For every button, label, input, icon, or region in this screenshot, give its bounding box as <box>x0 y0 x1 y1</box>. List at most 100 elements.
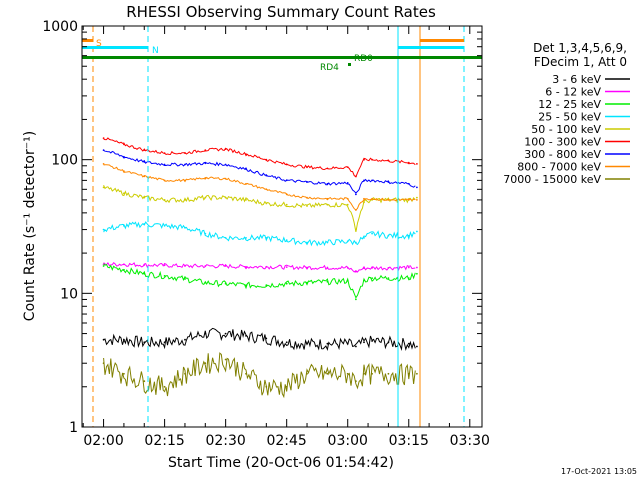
data-point <box>387 372 390 375</box>
data-point <box>355 241 357 244</box>
data-point <box>163 152 166 155</box>
data-point <box>102 265 105 267</box>
data-point <box>123 372 125 375</box>
series-7000-15000-keV <box>102 352 418 399</box>
data-point <box>346 197 349 200</box>
data-point <box>265 385 268 388</box>
data-point <box>102 228 105 231</box>
data-point <box>407 277 410 279</box>
data-point <box>265 202 268 205</box>
legend-label: 12 - 25 keV <box>538 98 601 111</box>
data-point <box>371 277 373 279</box>
data-point <box>184 372 186 375</box>
data-point <box>123 155 125 158</box>
data-point <box>102 186 105 189</box>
data-point <box>265 237 268 239</box>
data-point <box>416 266 418 269</box>
series-100-300-keV <box>102 137 418 178</box>
legend-label: 6 - 12 keV <box>545 86 601 99</box>
data-point <box>285 239 288 242</box>
data-point <box>346 267 349 269</box>
data-point <box>363 237 365 239</box>
data-point <box>163 385 166 388</box>
series-trace <box>103 149 416 194</box>
data-point <box>407 234 410 237</box>
flag-label: S <box>96 39 102 49</box>
data-point <box>306 181 308 184</box>
data-point <box>123 268 125 271</box>
data-point <box>416 196 418 199</box>
data-point <box>143 264 146 266</box>
data-point <box>143 175 146 178</box>
series-trace <box>103 137 416 178</box>
x-tick-label: 03:00 <box>328 433 368 449</box>
data-point <box>371 340 373 342</box>
data-point <box>285 385 288 388</box>
data-point <box>204 196 207 199</box>
data-point <box>265 337 268 340</box>
legend-header-line-1: Det 1,3,4,5,6,9, <box>533 41 627 55</box>
series-layer <box>102 137 418 399</box>
data-point <box>265 284 268 287</box>
data-point <box>306 196 308 199</box>
data-point <box>285 282 288 285</box>
data-point <box>123 224 125 227</box>
data-point <box>184 163 186 166</box>
data-point <box>306 205 308 207</box>
data-point <box>346 182 349 184</box>
data-point <box>407 182 410 185</box>
data-point <box>306 281 308 284</box>
data-point <box>123 338 125 341</box>
legend-item: 800 - 7000 keV <box>517 161 630 174</box>
series-trace <box>103 263 416 299</box>
data-point <box>355 380 357 383</box>
legend-item: 12 - 25 keV <box>538 98 630 111</box>
data-point <box>163 275 166 277</box>
data-point <box>204 265 207 267</box>
data-point <box>204 149 207 152</box>
data-point <box>355 298 357 301</box>
data-point <box>407 161 410 164</box>
data-point <box>265 158 268 161</box>
data-point <box>245 372 247 375</box>
series-trace <box>103 184 416 232</box>
flag-label: RD4 <box>320 63 339 73</box>
data-point <box>407 372 410 375</box>
data-point <box>306 372 308 375</box>
data-point <box>326 203 329 206</box>
data-point <box>184 226 186 229</box>
data-point <box>224 282 227 285</box>
series-300-800-keV <box>102 149 418 196</box>
data-point <box>204 162 207 165</box>
legend-item: 300 - 800 keV <box>524 148 630 161</box>
x-tick-label: 03:15 <box>389 433 429 449</box>
x-tick-label: 02:15 <box>144 433 184 449</box>
data-point <box>224 163 227 166</box>
x-tick-label: 02:45 <box>266 433 306 449</box>
data-point <box>224 265 227 267</box>
data-point <box>102 149 105 152</box>
data-point <box>363 267 365 270</box>
data-point <box>416 272 418 275</box>
data-point <box>371 158 373 161</box>
data-point <box>363 158 365 161</box>
data-point <box>204 362 207 365</box>
flag-bar-n <box>82 46 148 49</box>
data-point <box>285 179 288 182</box>
data-point <box>326 197 329 200</box>
legend-item: 6 - 12 keV <box>545 86 630 99</box>
data-point <box>346 279 349 282</box>
data-point <box>285 193 288 196</box>
data-point <box>355 270 357 273</box>
data-point <box>363 197 365 200</box>
data-point <box>245 199 247 201</box>
legend-item: 50 - 100 keV <box>531 123 630 136</box>
data-point <box>346 240 349 243</box>
y-axis-ticks: 1 10 100 1000 <box>42 19 482 436</box>
data-point <box>416 186 418 189</box>
data-point <box>346 166 349 169</box>
data-point <box>363 179 365 182</box>
data-point <box>355 209 357 211</box>
